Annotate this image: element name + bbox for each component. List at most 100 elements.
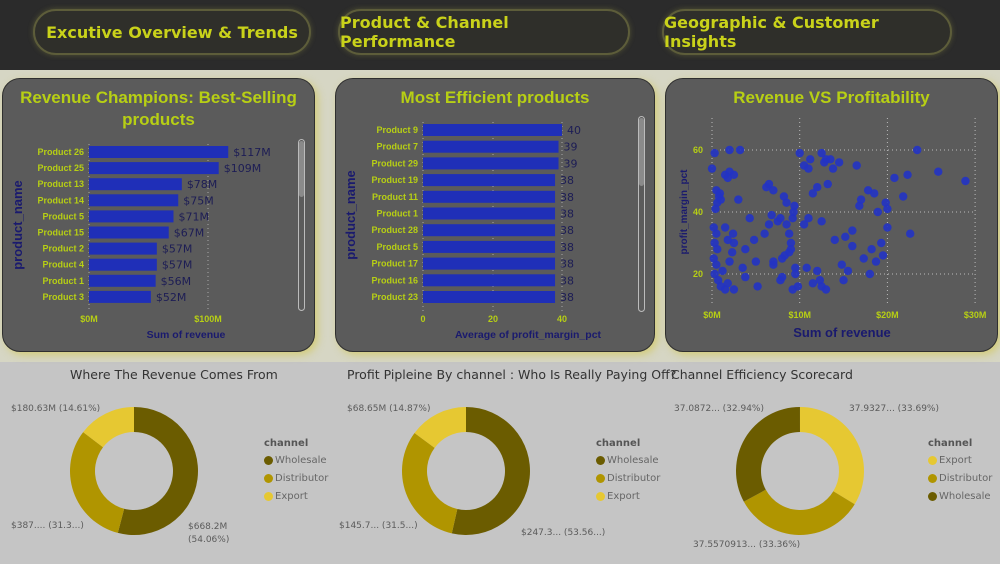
donut-title-profit: Profit Pipleine By channel : Who Is Real… — [347, 367, 677, 382]
scatter-point — [859, 254, 868, 263]
donut-slice-distributor — [402, 432, 458, 534]
scatter-point — [813, 183, 822, 192]
scatter-point — [799, 220, 809, 229]
legend-item-export[interactable]: Export — [264, 491, 328, 502]
chart-title: Revenue Champions: Best-Selling products — [20, 88, 297, 129]
scatter-point — [817, 217, 826, 226]
scatter-point — [723, 279, 732, 288]
scatter-point — [760, 229, 769, 238]
donut-slice-wholesale — [117, 407, 198, 535]
scatter-point — [808, 189, 818, 198]
x-axis-title: Sum of revenue — [147, 329, 226, 341]
scatter-point — [710, 148, 719, 158]
legend-title: channel — [596, 438, 641, 449]
scatter-point — [782, 220, 791, 229]
scatter-point — [790, 201, 799, 210]
bar — [89, 162, 219, 175]
nav-product-channel[interactable]: Product & Channel Performance — [338, 9, 630, 55]
data-label: $57M — [162, 243, 193, 256]
bar — [423, 124, 562, 136]
legend-item-wholesale[interactable]: Wholesale — [928, 491, 992, 502]
donut-slice-wholesale — [451, 407, 531, 535]
legend-item-export[interactable]: Export — [596, 491, 660, 502]
scatter-point — [830, 235, 839, 245]
category-label: Product 3 — [42, 292, 84, 302]
scatter-point — [723, 173, 732, 183]
scatter-point — [727, 248, 737, 257]
scrollbar[interactable] — [638, 116, 645, 312]
legend-item-distributor[interactable]: Distributor — [928, 473, 992, 484]
data-label: $145.7... (31.5...) — [339, 521, 418, 531]
data-label: 38 — [560, 241, 574, 254]
category-label: Product 9 — [376, 125, 418, 135]
data-label: $56M — [161, 275, 192, 288]
nav-geographic-customer[interactable]: Geographic & Customer Insights — [662, 9, 952, 55]
chart-title: Revenue VS Profitability — [733, 88, 930, 107]
data-label: $109M — [224, 162, 262, 175]
scatter-point — [725, 145, 734, 155]
scatter-point — [913, 145, 922, 155]
scatter-point — [764, 220, 774, 229]
scatter-point — [906, 229, 915, 238]
bar — [423, 207, 556, 220]
scatter-point — [865, 269, 875, 279]
scatter-point — [843, 266, 853, 276]
scatter-point — [883, 223, 892, 232]
scatter-point — [903, 170, 912, 179]
x-tick-label: 40 — [557, 314, 567, 324]
bar — [423, 240, 556, 253]
scatter-point — [823, 179, 832, 189]
scatter-point — [712, 260, 721, 269]
scatter-point — [791, 263, 800, 272]
scatter-point — [806, 155, 815, 164]
scrollbar[interactable] — [298, 139, 305, 311]
bar — [423, 174, 556, 187]
bar — [89, 226, 169, 239]
x-tick-label: $30M — [964, 310, 987, 320]
legend-item-distributor[interactable]: Distributor — [596, 473, 660, 484]
legend-item-wholesale[interactable]: Wholesale — [264, 455, 328, 466]
scatter-point — [820, 158, 829, 167]
scatter-point — [786, 238, 796, 248]
scatter-point — [745, 214, 754, 223]
x-tick-label: 20 — [488, 314, 498, 324]
donut-title-efficiency: Channel Efficiency Scorecard — [671, 367, 853, 382]
data-label: 37.9327... (33.69%) — [849, 404, 939, 414]
scatter-point — [777, 272, 787, 282]
scatter-point — [710, 269, 719, 279]
scatter-point — [795, 148, 804, 158]
category-label: Product 29 — [371, 158, 418, 168]
bar — [89, 274, 156, 287]
nav-executive-overview[interactable]: Excutive Overview & Trends — [33, 9, 311, 55]
scatter-point — [718, 266, 727, 276]
legend-item-export[interactable]: Export — [928, 455, 992, 466]
scatter-point — [764, 179, 774, 189]
scatter-point — [873, 207, 882, 217]
scatter-point — [741, 245, 750, 254]
category-label: Product 15 — [37, 228, 84, 238]
scatter-point — [784, 248, 794, 257]
scatter-point — [769, 186, 778, 195]
scatter-point — [749, 235, 759, 245]
donut-slice-export — [414, 407, 466, 448]
scatter-point — [837, 260, 846, 269]
bar — [89, 178, 182, 191]
scatter-point — [839, 276, 848, 285]
category-label: Product 5 — [42, 211, 84, 221]
scatter-point — [784, 229, 794, 238]
scatter-point — [715, 189, 725, 198]
scatter-point — [711, 204, 720, 214]
legend-item-distributor[interactable]: Distributor — [264, 473, 328, 484]
scatter-point — [791, 269, 800, 279]
data-label: 38 — [560, 224, 574, 237]
scatter-point — [848, 226, 857, 235]
data-label: 39 — [564, 141, 578, 154]
legend-item-wholesale[interactable]: Wholesale — [596, 455, 660, 466]
category-label: Product 23 — [371, 292, 418, 302]
scatter-point — [720, 223, 730, 232]
scatter-point — [725, 257, 734, 266]
data-label: $75M — [183, 194, 214, 207]
scatter-point — [834, 158, 844, 167]
donut-slice-wholesale — [736, 407, 800, 502]
